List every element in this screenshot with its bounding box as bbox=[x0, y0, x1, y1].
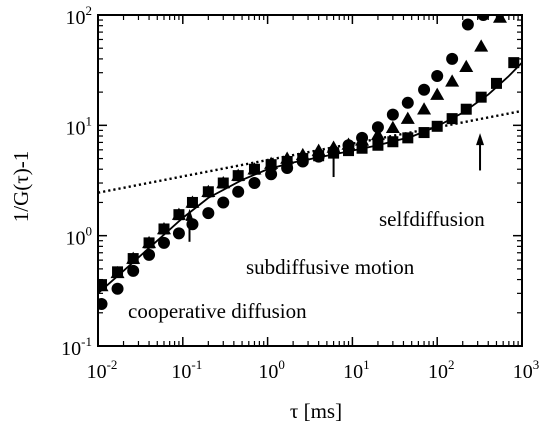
data-point-circle bbox=[157, 236, 170, 249]
y-axis-label: 1/G(τ)-1 bbox=[9, 151, 33, 222]
annotations: cooperative diffusion subdiffusive motion… bbox=[128, 133, 485, 323]
data-point-square bbox=[127, 253, 139, 265]
data-point-triangle bbox=[492, 15, 507, 23]
data-point-square bbox=[112, 266, 124, 278]
x-tick-label: 100 bbox=[258, 357, 285, 383]
data-point-triangle bbox=[370, 127, 385, 141]
data-point-triangle bbox=[355, 133, 370, 146]
data-point-square bbox=[281, 156, 293, 168]
annotation-label: subdiffusive motion bbox=[246, 255, 415, 279]
annotation-arrow-head bbox=[329, 145, 338, 158]
data-point-circle bbox=[127, 264, 140, 277]
y-tick-label: 102 bbox=[66, 3, 93, 29]
data-point-circle bbox=[232, 185, 245, 198]
y-tick-label: 100 bbox=[66, 224, 93, 250]
data-point-square bbox=[143, 237, 155, 249]
data-point-square bbox=[313, 150, 325, 162]
data-point-square bbox=[460, 103, 472, 115]
y-tick-label: 101 bbox=[66, 113, 93, 139]
x-tick-label: 10-2 bbox=[87, 357, 118, 383]
data-point-circle bbox=[202, 207, 215, 220]
data-point-triangle bbox=[417, 102, 432, 115]
data-point-square bbox=[186, 196, 198, 208]
data-point-circle bbox=[111, 282, 124, 295]
data-point-square bbox=[265, 159, 277, 171]
axis-ticks bbox=[97, 14, 523, 347]
data-point-square bbox=[418, 127, 430, 139]
data-point-square bbox=[402, 132, 414, 144]
annotation-label: cooperative diffusion bbox=[128, 299, 307, 323]
data-point-square bbox=[343, 145, 355, 157]
data-point-square bbox=[475, 91, 487, 103]
data-point-circle bbox=[172, 227, 185, 240]
data-point-square bbox=[446, 113, 458, 125]
data-point-circle bbox=[143, 248, 156, 261]
data-point-circle bbox=[477, 15, 490, 21]
data-point-circle bbox=[461, 18, 474, 31]
data-point-circle bbox=[446, 52, 459, 65]
reference-line bbox=[98, 109, 522, 194]
data-point-triangle bbox=[474, 39, 489, 52]
data-point-square bbox=[372, 139, 384, 151]
data-point-square bbox=[508, 57, 520, 69]
annotation-arrow-head bbox=[476, 133, 485, 146]
x-tick-label: 10-1 bbox=[171, 357, 202, 383]
data-point-triangle bbox=[385, 120, 400, 134]
data-point-circle bbox=[248, 177, 261, 190]
x-tick-label: 101 bbox=[343, 357, 370, 383]
data-point-triangle bbox=[459, 59, 474, 72]
data-point-circle bbox=[431, 69, 444, 82]
data-point-triangle bbox=[400, 111, 415, 124]
series-triangle bbox=[98, 15, 507, 292]
y-tick-label: 10-1 bbox=[61, 334, 92, 360]
data-point-triangle bbox=[445, 74, 460, 87]
data-point-circle bbox=[265, 168, 278, 181]
data-point-square bbox=[387, 136, 399, 148]
data-point-circle bbox=[418, 83, 431, 96]
data-point-circle bbox=[386, 108, 399, 121]
data-point-circle bbox=[217, 196, 230, 209]
data-point-square bbox=[490, 77, 502, 89]
data-point-square bbox=[173, 209, 185, 221]
data-point-square bbox=[248, 163, 260, 175]
x-tick-label: 103 bbox=[513, 357, 540, 383]
data-point-square bbox=[98, 279, 108, 291]
data-point-square bbox=[217, 177, 229, 189]
x-axis-label: τ [ms] bbox=[290, 399, 342, 423]
data-point-circle bbox=[401, 96, 414, 109]
annotation-label: selfdiffusion bbox=[379, 207, 485, 231]
data-point-circle bbox=[371, 121, 384, 134]
plot-frame bbox=[97, 14, 523, 347]
data-point-square bbox=[431, 120, 443, 132]
data-point-square bbox=[356, 142, 368, 154]
data-point-square bbox=[158, 223, 170, 235]
data-point-circle bbox=[98, 298, 108, 311]
data-point-square bbox=[202, 186, 214, 198]
data-point-square bbox=[232, 170, 244, 182]
data-point-triangle bbox=[430, 87, 445, 100]
annotation-arrow-head bbox=[185, 208, 194, 221]
x-tick-label: 102 bbox=[428, 357, 455, 383]
data-point-square bbox=[297, 153, 309, 165]
